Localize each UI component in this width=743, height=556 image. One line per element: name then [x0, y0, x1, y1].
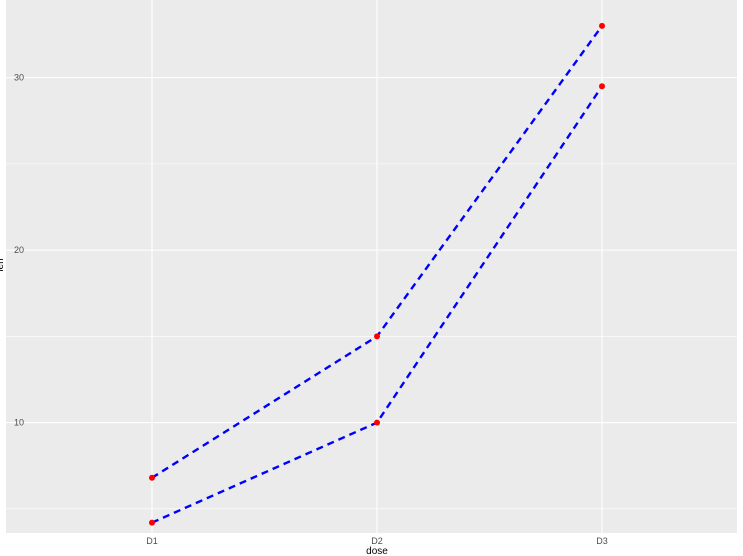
- data-point: [599, 83, 605, 90]
- grid-lines: [6, 0, 737, 533]
- x-axis-title: dose: [366, 546, 388, 556]
- x-tick-label: D1: [146, 536, 158, 546]
- data-point: [149, 474, 155, 481]
- x-tick-label: D2: [371, 536, 383, 546]
- data-point: [599, 22, 605, 29]
- plot-panel: [6, 0, 737, 533]
- y-tick-label: 30: [14, 73, 24, 83]
- y-tick-label: 10: [14, 418, 24, 428]
- data-point: [149, 519, 155, 526]
- y-tick-label: 20: [14, 245, 24, 255]
- tick-labels: 10 20 30 D1 D2 D3: [14, 73, 608, 546]
- data-series: [149, 22, 605, 526]
- data-point: [374, 333, 380, 340]
- y-axis-title: len: [0, 258, 6, 271]
- data-point: [374, 419, 380, 426]
- x-tick-label: D3: [596, 536, 608, 546]
